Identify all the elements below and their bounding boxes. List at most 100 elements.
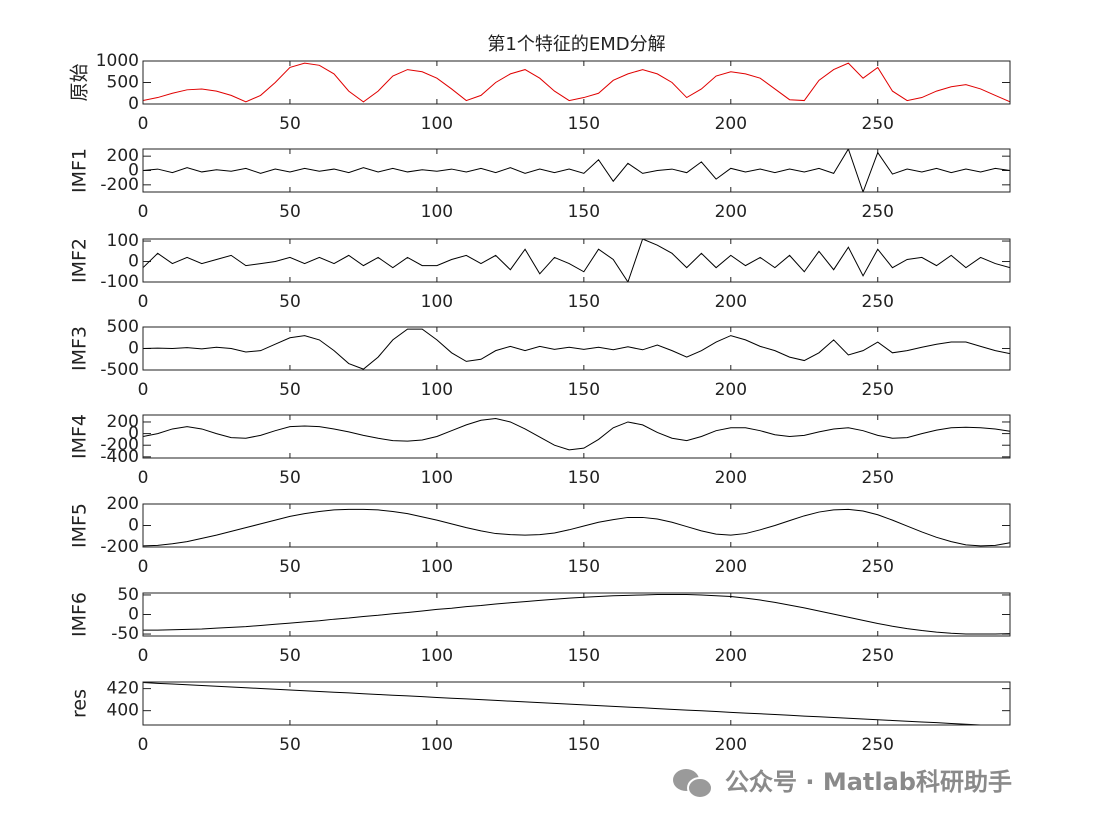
y-tick-label: -100 bbox=[100, 272, 139, 292]
x-tick-label: 250 bbox=[862, 646, 894, 666]
watermark-icon bbox=[673, 769, 713, 799]
x-tick-label: 150 bbox=[568, 202, 600, 222]
y-tick-label: -200 bbox=[100, 537, 139, 557]
y-tick-label: 1000 bbox=[96, 51, 139, 71]
y-tick-label: 0 bbox=[128, 94, 139, 114]
x-tick-label: 150 bbox=[568, 557, 600, 577]
x-tick-label: 100 bbox=[421, 114, 453, 134]
y-tick-label: 500 bbox=[107, 317, 139, 337]
x-tick-label: 0 bbox=[138, 468, 149, 488]
y-axis-label: IMF1 bbox=[69, 148, 91, 193]
x-tick-label: 150 bbox=[568, 646, 600, 666]
axes-box bbox=[142, 148, 1011, 193]
x-tick-label: 250 bbox=[862, 202, 894, 222]
x-tick-label: 150 bbox=[568, 114, 600, 134]
y-tick-label: -400 bbox=[100, 447, 139, 467]
x-tick-label: 250 bbox=[862, 380, 894, 400]
data-line bbox=[143, 682, 981, 725]
x-tick-label: 200 bbox=[715, 202, 747, 222]
watermark: 公众号 · Matlab科研助手 bbox=[725, 768, 1012, 796]
x-tick-label: 200 bbox=[715, 380, 747, 400]
x-tick-label: 200 bbox=[715, 114, 747, 134]
y-tick-label: 500 bbox=[107, 73, 139, 93]
x-tick-label: 50 bbox=[279, 646, 301, 666]
x-tick-label: 0 bbox=[138, 292, 149, 312]
x-tick-label: 200 bbox=[715, 292, 747, 312]
x-tick-label: 50 bbox=[279, 292, 301, 312]
x-tick-label: 150 bbox=[568, 380, 600, 400]
axes-box bbox=[142, 238, 1011, 283]
x-tick-label: 0 bbox=[138, 202, 149, 222]
x-tick-label: 100 bbox=[421, 557, 453, 577]
x-tick-label: 200 bbox=[715, 468, 747, 488]
y-tick-label: 200 bbox=[107, 146, 139, 166]
y-tick-label: 200 bbox=[107, 494, 139, 514]
x-tick-label: 50 bbox=[279, 202, 301, 222]
y-tick-label: -200 bbox=[100, 435, 139, 455]
axes-box bbox=[142, 681, 1011, 726]
plot-area bbox=[143, 415, 1010, 458]
axes-box bbox=[142, 592, 1011, 637]
plot-area bbox=[143, 682, 1010, 725]
axes-box bbox=[142, 60, 1011, 105]
y-tick-label: 0 bbox=[128, 252, 139, 272]
x-tick-label: 0 bbox=[138, 114, 149, 134]
y-axis-label: 原始 bbox=[69, 63, 91, 101]
x-tick-label: 0 bbox=[138, 557, 149, 577]
x-tick-label: 50 bbox=[279, 380, 301, 400]
y-tick-label: -500 bbox=[100, 360, 139, 380]
x-tick-label: 150 bbox=[568, 468, 600, 488]
data-line bbox=[143, 239, 1010, 282]
x-tick-label: 50 bbox=[279, 468, 301, 488]
x-tick-label: 50 bbox=[279, 557, 301, 577]
x-tick-label: 250 bbox=[862, 468, 894, 488]
axes-box bbox=[142, 414, 1011, 459]
y-axis-label: res bbox=[69, 689, 91, 718]
y-axis-label: IMF4 bbox=[69, 414, 91, 459]
x-tick-label: 0 bbox=[138, 735, 149, 755]
y-tick-label: 0 bbox=[128, 161, 139, 181]
x-tick-label: 250 bbox=[862, 114, 894, 134]
plot-area bbox=[143, 61, 1010, 104]
x-tick-label: 250 bbox=[862, 292, 894, 312]
plot-area bbox=[143, 239, 1010, 282]
data-line bbox=[143, 508, 1010, 547]
x-tick-label: 50 bbox=[279, 735, 301, 755]
x-tick-label: 100 bbox=[421, 202, 453, 222]
data-line bbox=[143, 328, 1010, 370]
y-tick-label: 400 bbox=[107, 701, 139, 721]
plot-area bbox=[143, 504, 1010, 547]
y-axis-label: IMF6 bbox=[69, 592, 91, 637]
x-tick-label: 250 bbox=[862, 735, 894, 755]
x-tick-label: 150 bbox=[568, 292, 600, 312]
x-tick-label: 100 bbox=[421, 735, 453, 755]
y-tick-label: -50 bbox=[111, 624, 139, 644]
y-axis-label: IMF3 bbox=[69, 326, 91, 371]
y-tick-label: 200 bbox=[107, 412, 139, 432]
y-tick-label: 100 bbox=[107, 231, 139, 251]
y-axis-label: IMF2 bbox=[69, 238, 91, 283]
data-line bbox=[143, 62, 1010, 103]
x-tick-label: 250 bbox=[862, 557, 894, 577]
chart-title: 第1个特征的EMD分解 bbox=[487, 34, 665, 55]
axes-box bbox=[142, 503, 1011, 548]
y-tick-label: 0 bbox=[128, 605, 139, 625]
axes-box bbox=[142, 326, 1011, 371]
y-tick-label: 0 bbox=[128, 339, 139, 359]
x-tick-label: 100 bbox=[421, 468, 453, 488]
y-tick-label: 420 bbox=[107, 679, 139, 699]
x-tick-label: 200 bbox=[715, 646, 747, 666]
y-tick-label: 50 bbox=[117, 585, 139, 605]
x-tick-label: 0 bbox=[138, 380, 149, 400]
x-tick-label: 200 bbox=[715, 557, 747, 577]
x-tick-label: 100 bbox=[421, 380, 453, 400]
y-axis-label: IMF5 bbox=[69, 503, 91, 548]
x-tick-label: 100 bbox=[421, 646, 453, 666]
